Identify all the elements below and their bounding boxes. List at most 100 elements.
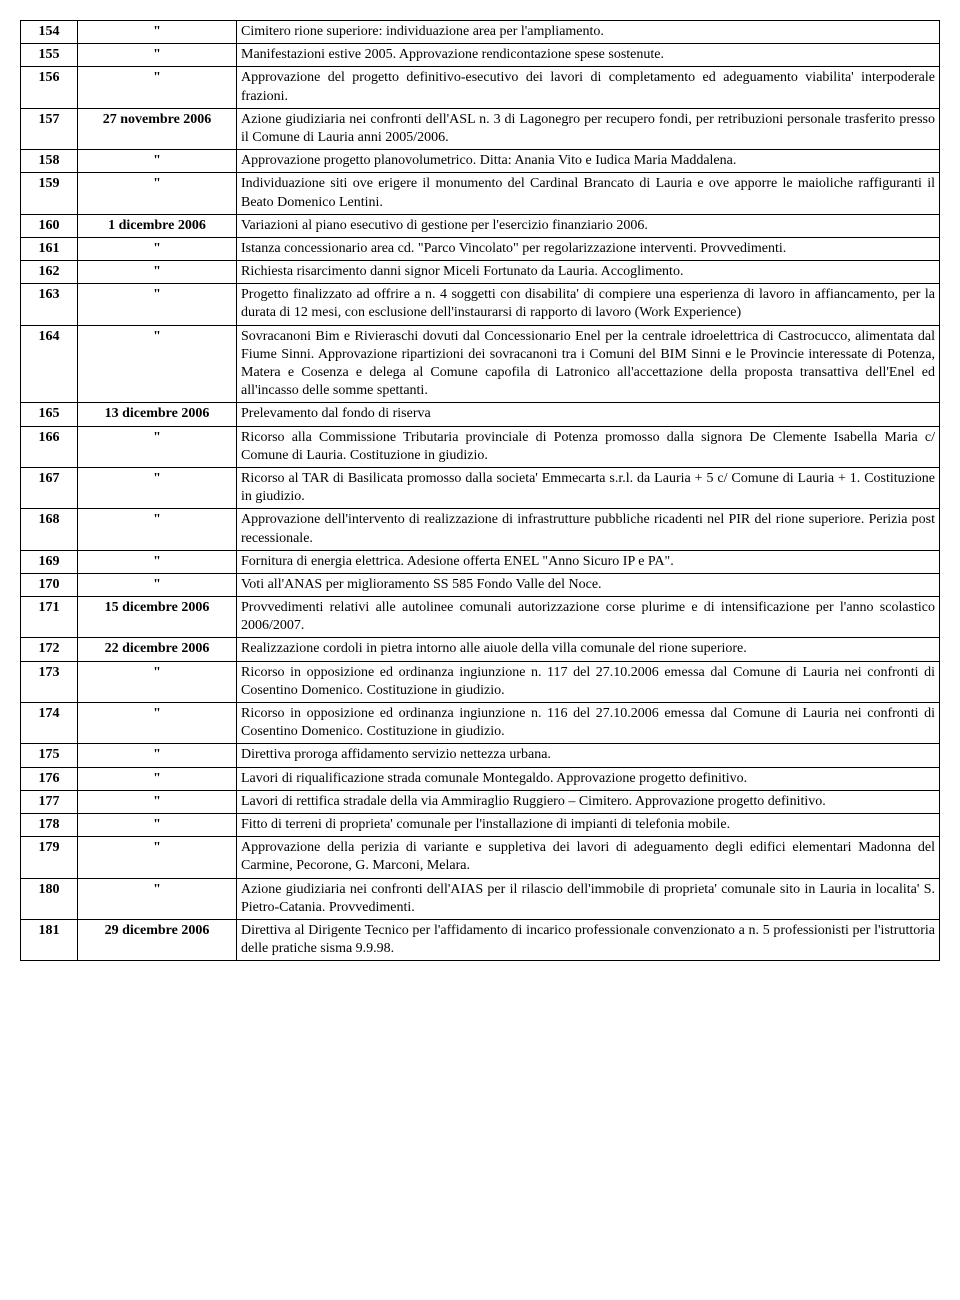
table-row: 170"Voti all'ANAS per miglioramento SS 5… [21,573,940,596]
row-date: " [78,767,237,790]
table-row: 166"Ricorso alla Commissione Tributaria … [21,426,940,467]
table-row: 177"Lavori di rettifica stradale della v… [21,790,940,813]
row-description: Progetto finalizzato ad offrire a n. 4 s… [237,284,940,325]
table-row: 16513 dicembre 2006Prelevamento dal fond… [21,403,940,426]
table-row: 18129 dicembre 2006Direttiva al Dirigent… [21,919,940,960]
row-description: Realizzazione cordoli in pietra intorno … [237,638,940,661]
table-row: 161"Istanza concessionario area cd. "Par… [21,237,940,260]
row-number: 170 [21,573,78,596]
row-date: " [78,21,237,44]
table-row: 167"Ricorso al TAR di Basilicata promoss… [21,467,940,508]
row-number: 166 [21,426,78,467]
row-number: 167 [21,467,78,508]
table-row: 178"Fitto di terreni di proprieta' comun… [21,813,940,836]
row-number: 181 [21,919,78,960]
row-number: 176 [21,767,78,790]
table-row: 175"Direttiva proroga affidamento serviz… [21,744,940,767]
row-number: 164 [21,325,78,403]
row-description: Variazioni al piano esecutivo di gestion… [237,214,940,237]
row-date: " [78,878,237,919]
row-date: " [78,744,237,767]
row-description: Approvazione dell'intervento di realizza… [237,509,940,550]
row-date: " [78,261,237,284]
table-row: 159"Individuazione siti ove erigere il m… [21,173,940,214]
row-number: 157 [21,108,78,149]
row-number: 156 [21,67,78,108]
row-description: Prelevamento dal fondo di riserva [237,403,940,426]
row-number: 159 [21,173,78,214]
table-body: 154"Cimitero rione superiore: individuaz… [21,21,940,961]
table-row: 163"Progetto finalizzato ad offrire a n.… [21,284,940,325]
row-date: 15 dicembre 2006 [78,597,237,638]
table-row: 168"Approvazione dell'intervento di real… [21,509,940,550]
row-date: " [78,790,237,813]
row-date: 1 dicembre 2006 [78,214,237,237]
row-description: Azione giudiziaria nei confronti dell'AS… [237,108,940,149]
table-row: 158"Approvazione progetto planovolumetri… [21,150,940,173]
row-number: 175 [21,744,78,767]
row-number: 177 [21,790,78,813]
table-row: 180"Azione giudiziaria nei confronti del… [21,878,940,919]
row-date: " [78,467,237,508]
row-number: 174 [21,703,78,744]
row-date: " [78,426,237,467]
row-description: Approvazione della perizia di variante e… [237,837,940,878]
table-row: 15727 novembre 2006Azione giudiziaria ne… [21,108,940,149]
row-number: 180 [21,878,78,919]
row-description: Voti all'ANAS per miglioramento SS 585 F… [237,573,940,596]
row-date: " [78,509,237,550]
row-date: " [78,150,237,173]
row-description: Cimitero rione superiore: individuazione… [237,21,940,44]
row-description: Manifestazioni estive 2005. Approvazione… [237,44,940,67]
row-date: " [78,237,237,260]
row-description: Individuazione siti ove erigere il monum… [237,173,940,214]
row-number: 169 [21,550,78,573]
table-row: 17222 dicembre 2006Realizzazione cordoli… [21,638,940,661]
row-description: Ricorso alla Commissione Tributaria prov… [237,426,940,467]
row-description: Istanza concessionario area cd. "Parco V… [237,237,940,260]
table-row: 173"Ricorso in opposizione ed ordinanza … [21,661,940,702]
row-description: Approvazione del progetto definitivo-ese… [237,67,940,108]
table-row: 1601 dicembre 2006Variazioni al piano es… [21,214,940,237]
row-date: " [78,837,237,878]
row-date: 22 dicembre 2006 [78,638,237,661]
table-row: 174"Ricorso in opposizione ed ordinanza … [21,703,940,744]
row-date: " [78,573,237,596]
row-date: " [78,44,237,67]
row-number: 178 [21,813,78,836]
row-date: " [78,813,237,836]
row-description: Provvedimenti relativi alle autolinee co… [237,597,940,638]
table-row: 176"Lavori di riqualificazione strada co… [21,767,940,790]
row-date: " [78,67,237,108]
row-description: Azione giudiziaria nei confronti dell'AI… [237,878,940,919]
row-number: 163 [21,284,78,325]
row-description: Direttiva proroga affidamento servizio n… [237,744,940,767]
table-row: 162"Richiesta risarcimento danni signor … [21,261,940,284]
table-row: 179"Approvazione della perizia di varian… [21,837,940,878]
row-description: Sovracanoni Bim e Rivieraschi dovuti dal… [237,325,940,403]
delibere-table: 154"Cimitero rione superiore: individuaz… [20,20,940,961]
row-description: Direttiva al Dirigente Tecnico per l'aff… [237,919,940,960]
row-date: " [78,325,237,403]
row-number: 161 [21,237,78,260]
row-date: 27 novembre 2006 [78,108,237,149]
row-description: Ricorso al TAR di Basilicata promosso da… [237,467,940,508]
table-row: 155"Manifestazioni estive 2005. Approvaz… [21,44,940,67]
row-date: " [78,661,237,702]
row-number: 173 [21,661,78,702]
row-date: " [78,284,237,325]
table-row: 154"Cimitero rione superiore: individuaz… [21,21,940,44]
row-description: Fitto di terreni di proprieta' comunale … [237,813,940,836]
row-number: 168 [21,509,78,550]
row-description: Approvazione progetto planovolumetrico. … [237,150,940,173]
row-number: 154 [21,21,78,44]
row-number: 160 [21,214,78,237]
row-number: 155 [21,44,78,67]
row-description: Lavori di riqualificazione strada comuna… [237,767,940,790]
row-date: " [78,173,237,214]
row-number: 179 [21,837,78,878]
row-date: 29 dicembre 2006 [78,919,237,960]
row-number: 158 [21,150,78,173]
row-date: " [78,703,237,744]
row-number: 165 [21,403,78,426]
